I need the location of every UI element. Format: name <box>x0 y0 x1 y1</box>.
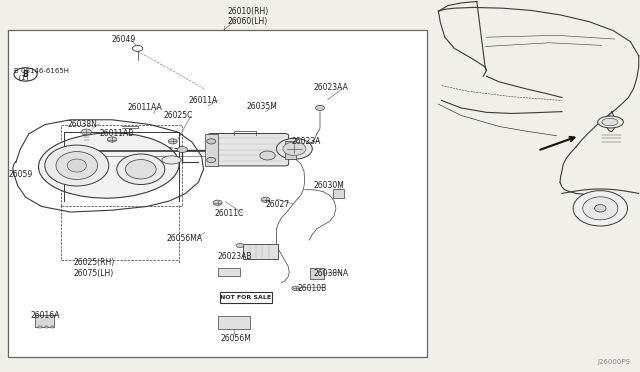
Ellipse shape <box>67 159 86 172</box>
Ellipse shape <box>56 152 98 179</box>
Bar <box>205 134 218 166</box>
Text: 26038NA: 26038NA <box>314 269 349 278</box>
Text: 26038N: 26038N <box>67 120 97 129</box>
Text: 26059: 26059 <box>9 170 33 179</box>
FancyBboxPatch shape <box>207 134 289 166</box>
Text: 26023AA: 26023AA <box>314 83 348 92</box>
Ellipse shape <box>117 154 165 185</box>
Circle shape <box>260 151 275 160</box>
Ellipse shape <box>582 197 618 220</box>
Circle shape <box>108 137 116 142</box>
Ellipse shape <box>595 205 606 212</box>
Circle shape <box>292 286 300 291</box>
Text: 26023AB: 26023AB <box>218 252 252 261</box>
Ellipse shape <box>573 190 627 226</box>
Circle shape <box>168 139 177 144</box>
Text: 26011AB: 26011AB <box>99 129 134 138</box>
Text: 26010B: 26010B <box>298 284 327 293</box>
Text: 26027: 26027 <box>266 200 290 209</box>
Circle shape <box>207 157 216 163</box>
Text: 26010(RH)
26060(LH): 26010(RH) 26060(LH) <box>227 7 268 26</box>
Ellipse shape <box>45 145 109 186</box>
Bar <box>45 326 48 328</box>
Bar <box>285 141 296 159</box>
Text: 26011AA: 26011AA <box>128 103 163 112</box>
Ellipse shape <box>125 160 156 179</box>
Text: 26025C: 26025C <box>163 111 193 120</box>
Bar <box>8 30 427 357</box>
Bar <box>51 326 54 328</box>
Circle shape <box>276 138 312 159</box>
Text: 26049: 26049 <box>112 35 136 44</box>
Text: B 08146-6165H
  (1): B 08146-6165H (1) <box>14 68 69 81</box>
Circle shape <box>81 129 92 135</box>
Circle shape <box>316 105 324 110</box>
Circle shape <box>132 45 143 51</box>
Circle shape <box>261 197 270 202</box>
Bar <box>218 268 240 276</box>
Ellipse shape <box>38 133 179 198</box>
Circle shape <box>283 142 306 155</box>
Text: 26011C: 26011C <box>214 209 244 218</box>
Text: 26025(RH)
26075(LH): 26025(RH) 26075(LH) <box>74 258 115 278</box>
Ellipse shape <box>602 118 618 126</box>
Text: 26056M: 26056M <box>221 334 252 343</box>
Text: 26035M: 26035M <box>246 102 277 110</box>
Circle shape <box>177 147 188 153</box>
Text: J26000PS: J26000PS <box>598 359 630 365</box>
Text: NOT FOR SALE: NOT FOR SALE <box>220 295 271 300</box>
Text: B: B <box>23 70 28 79</box>
Bar <box>35 315 54 327</box>
Bar <box>333 189 344 198</box>
Circle shape <box>207 139 216 144</box>
Bar <box>220 292 272 303</box>
Bar <box>218 316 250 329</box>
Circle shape <box>14 68 37 81</box>
Text: 26030M: 26030M <box>314 182 344 190</box>
Bar <box>243 244 278 259</box>
Text: 26056MA: 26056MA <box>166 234 202 243</box>
Text: 26016A: 26016A <box>31 311 60 320</box>
Circle shape <box>213 200 222 205</box>
Text: 26011A: 26011A <box>189 96 218 105</box>
Ellipse shape <box>162 156 181 164</box>
Text: 26023A: 26023A <box>291 137 321 146</box>
Ellipse shape <box>598 116 623 128</box>
Circle shape <box>236 243 244 248</box>
Bar <box>38 326 42 328</box>
Bar <box>310 268 324 279</box>
